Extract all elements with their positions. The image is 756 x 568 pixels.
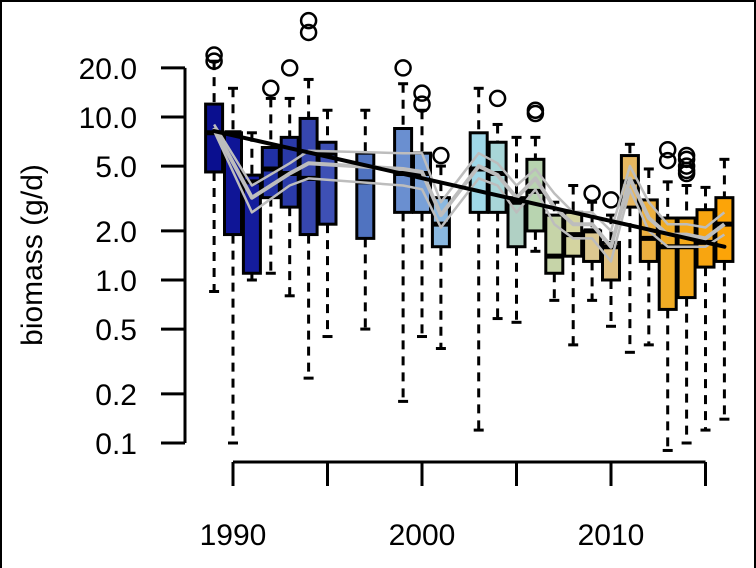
mean-lines (212, 123, 726, 263)
box-1994 (298, 11, 319, 380)
box-body (657, 216, 678, 311)
outlier-point (432, 146, 450, 165)
outlier-point (677, 157, 696, 175)
mean-line-mean (212, 126, 726, 249)
y-tick-label: 1.0 (95, 265, 137, 298)
outlier-point (488, 89, 507, 108)
outlier-point (658, 151, 677, 170)
box-series (204, 11, 735, 452)
box-2000 (412, 84, 432, 339)
box-2003 (468, 86, 489, 432)
outlier-point (602, 191, 620, 209)
outlier-point (413, 95, 431, 113)
box-2016 (714, 157, 735, 421)
outlier-point (205, 46, 223, 64)
mean-line-upper (213, 123, 726, 233)
box-2012 (638, 167, 659, 347)
y-tick-label: 10.0 (79, 102, 137, 135)
x-tick-label: 1990 (200, 519, 267, 552)
box-2009 (582, 184, 603, 302)
box-2001 (430, 146, 451, 350)
box-1997 (355, 108, 376, 331)
outlier-point (299, 11, 318, 30)
box-body (676, 216, 697, 300)
box-2005 (506, 135, 527, 324)
outlier-point (677, 146, 696, 165)
outlier-point (413, 84, 431, 102)
box-2007 (544, 200, 565, 302)
y-tick-label: 0.1 (95, 428, 137, 461)
y-tick-label: 20.0 (79, 53, 137, 86)
outlier-point (583, 184, 601, 203)
outlier-point (205, 52, 223, 70)
trend-line (212, 129, 727, 249)
x-axis: 1990 2000 2010 (200, 460, 707, 552)
outlier-point (394, 59, 412, 77)
mean-line-lower (212, 130, 726, 263)
box-1989 (204, 46, 225, 294)
y-tick-label: 2.0 (95, 216, 137, 249)
box-2013 (657, 140, 678, 452)
box-2004 (487, 89, 508, 321)
box-1995 (317, 108, 338, 339)
box-1991 (241, 131, 262, 282)
y-axis: 20.0 10.0 5.0 2.0 1.0 0.5 0.2 0.1 (79, 53, 187, 461)
outlier-point (262, 79, 280, 98)
x-tick-label: 2010 (578, 519, 645, 552)
outlier-point (658, 140, 677, 159)
trend-line-segment (212, 129, 727, 249)
y-tick-label: 0.2 (95, 379, 137, 412)
outlier-point (526, 101, 545, 120)
box-body (544, 213, 565, 275)
box-1990 (223, 86, 243, 445)
box-2014 (676, 146, 697, 445)
box-1999 (393, 59, 414, 403)
box-body (525, 157, 546, 233)
x-tick-label: 2000 (389, 519, 456, 552)
box-2010 (601, 191, 621, 328)
outlier-point (280, 59, 299, 77)
box-body (241, 173, 262, 275)
y-tick-label: 0.5 (95, 314, 137, 347)
outlier-point (299, 23, 318, 42)
y-axis-title: biomass (g/d) (16, 164, 49, 346)
y-tick-label: 5.0 (95, 151, 137, 184)
box-2006 (525, 101, 546, 253)
